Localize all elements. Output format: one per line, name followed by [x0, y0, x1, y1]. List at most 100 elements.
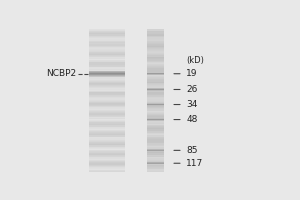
Bar: [89, 138, 125, 139]
Bar: [89, 95, 125, 96]
Bar: [89, 48, 125, 49]
Bar: [89, 75, 125, 76]
Bar: [89, 147, 125, 148]
Bar: [89, 86, 125, 87]
Bar: [147, 141, 164, 142]
Bar: [89, 94, 125, 95]
Bar: [89, 74, 125, 75]
Bar: [147, 68, 164, 69]
Bar: [147, 150, 164, 151]
Bar: [147, 32, 164, 33]
Bar: [147, 60, 164, 61]
Bar: [147, 101, 164, 102]
Bar: [89, 52, 125, 53]
Bar: [89, 45, 125, 46]
Bar: [147, 31, 164, 32]
Bar: [89, 41, 125, 42]
Bar: [89, 151, 125, 152]
Bar: [147, 51, 164, 52]
Bar: [89, 108, 125, 109]
Bar: [89, 111, 125, 112]
Bar: [89, 37, 125, 38]
Bar: [147, 55, 164, 56]
Bar: [89, 70, 125, 71]
Bar: [89, 139, 125, 140]
Bar: [147, 95, 164, 96]
Bar: [89, 154, 125, 155]
Bar: [147, 143, 164, 144]
Bar: [147, 152, 164, 153]
Bar: [147, 71, 164, 72]
Bar: [89, 125, 125, 126]
Bar: [147, 40, 164, 41]
Bar: [89, 56, 125, 57]
Bar: [147, 112, 164, 113]
Bar: [89, 100, 125, 101]
Bar: [147, 79, 164, 80]
Bar: [89, 69, 125, 70]
Bar: [89, 46, 125, 47]
Bar: [147, 105, 164, 106]
Bar: [89, 72, 125, 73]
Bar: [89, 165, 125, 166]
Bar: [89, 33, 125, 34]
Bar: [89, 120, 125, 121]
Bar: [147, 167, 164, 168]
Bar: [147, 123, 164, 124]
Bar: [89, 61, 125, 62]
Bar: [147, 74, 164, 75]
Bar: [89, 88, 125, 89]
Bar: [89, 162, 125, 163]
Bar: [89, 60, 125, 61]
Bar: [147, 87, 164, 88]
Bar: [89, 64, 125, 65]
Bar: [147, 94, 164, 95]
Bar: [147, 119, 164, 120]
Bar: [89, 85, 125, 86]
Bar: [147, 126, 164, 127]
Bar: [89, 131, 125, 132]
Bar: [147, 51, 164, 52]
Bar: [147, 35, 164, 36]
Bar: [89, 163, 125, 164]
Bar: [89, 104, 125, 105]
Bar: [147, 138, 164, 139]
Bar: [147, 38, 164, 39]
Bar: [147, 144, 164, 145]
Bar: [147, 99, 164, 100]
Bar: [147, 102, 164, 103]
Bar: [89, 73, 125, 74]
Bar: [89, 134, 125, 135]
Bar: [147, 75, 164, 76]
Bar: [147, 162, 164, 163]
Bar: [147, 59, 164, 60]
Bar: [89, 101, 125, 102]
Bar: [89, 38, 125, 39]
Bar: [147, 29, 164, 30]
Bar: [89, 92, 125, 93]
Bar: [147, 53, 164, 54]
Bar: [89, 39, 125, 40]
Bar: [89, 164, 125, 165]
Bar: [89, 115, 125, 116]
Bar: [89, 169, 125, 170]
Bar: [147, 103, 164, 104]
Bar: [147, 97, 164, 98]
Bar: [89, 57, 125, 58]
Bar: [89, 110, 125, 111]
Bar: [89, 72, 125, 73]
Bar: [89, 65, 125, 66]
Bar: [89, 152, 125, 153]
Text: 34: 34: [186, 100, 198, 109]
Bar: [89, 156, 125, 157]
Bar: [89, 84, 125, 85]
Bar: [147, 70, 164, 71]
Bar: [147, 156, 164, 157]
Bar: [147, 136, 164, 137]
Bar: [147, 65, 164, 66]
Bar: [147, 124, 164, 125]
Bar: [89, 135, 125, 136]
Bar: [89, 109, 125, 110]
Bar: [147, 104, 164, 105]
Bar: [147, 164, 164, 165]
